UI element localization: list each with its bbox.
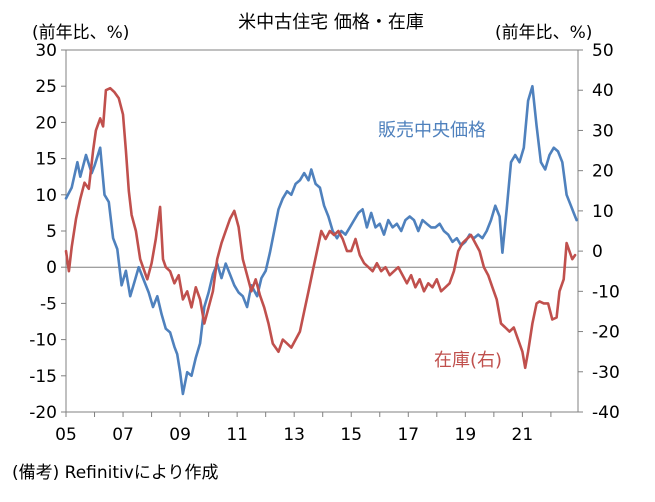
left-tick-label: -20	[29, 403, 57, 423]
right-tick-label: 20	[592, 162, 614, 182]
left-tick-label: 10	[35, 186, 57, 206]
right-tick-label: 0	[592, 242, 603, 262]
left-tick-label: -5	[40, 294, 57, 314]
right-tick-label: -20	[592, 323, 620, 343]
left-tick-label: 20	[35, 113, 57, 133]
right-tick-label: -30	[592, 363, 620, 383]
left-tick-label: -10	[29, 331, 57, 351]
right-tick-label: -10	[592, 282, 620, 302]
right-tick-label: 10	[592, 202, 614, 222]
series-layer	[64, 84, 578, 396]
right-tick-label: 30	[592, 121, 614, 141]
left-tick-label: 15	[35, 150, 57, 170]
x-tick-label: 13	[283, 425, 305, 445]
x-tick-label: 21	[512, 425, 534, 445]
chart-title: 米中古住宅 価格・在庫	[238, 12, 424, 33]
x-tick-label: 15	[340, 425, 362, 445]
price-series-line	[64, 84, 578, 396]
left-tick-label: 30	[35, 41, 57, 61]
axes: -20-15-10-5051015202530-40-30-20-1001020…	[29, 41, 620, 445]
right-axis-unit: (前年比、%)	[495, 23, 592, 43]
left-tick-label: 25	[35, 77, 57, 97]
left-tick-label: 0	[46, 258, 57, 278]
right-tick-label: -40	[592, 403, 620, 423]
x-tick-label: 05	[55, 425, 77, 445]
inventory-series-line	[64, 86, 577, 370]
left-tick-label: 5	[46, 222, 57, 242]
price-series-label: 販売中央価格	[378, 120, 486, 141]
source-note: (備考) Refinitivにより作成	[12, 463, 219, 483]
right-tick-label: 50	[592, 41, 614, 61]
left-axis-unit: (前年比、%)	[32, 23, 129, 43]
left-tick-label: -15	[29, 367, 57, 387]
inventory-series-label: 在庫(右)	[434, 350, 502, 371]
x-tick-label: 11	[226, 425, 248, 445]
x-tick-label: 07	[112, 425, 134, 445]
x-tick-label: 19	[455, 425, 477, 445]
x-tick-label: 17	[397, 425, 419, 445]
x-tick-label: 09	[169, 425, 191, 445]
right-tick-label: 40	[592, 81, 614, 101]
